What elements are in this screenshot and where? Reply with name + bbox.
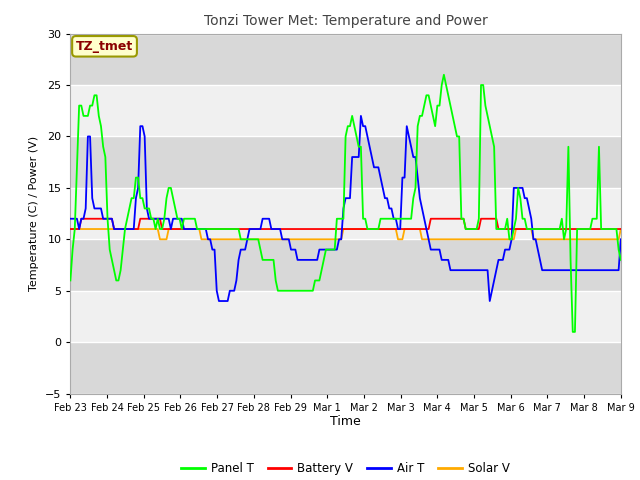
Bar xyxy=(70,136,621,188)
Bar xyxy=(70,291,621,342)
Bar xyxy=(70,240,621,291)
Y-axis label: Temperature (C) / Power (V): Temperature (C) / Power (V) xyxy=(29,136,40,291)
Bar xyxy=(70,34,621,85)
Bar xyxy=(70,342,621,394)
X-axis label: Time: Time xyxy=(330,415,361,429)
Title: Tonzi Tower Met: Temperature and Power: Tonzi Tower Met: Temperature and Power xyxy=(204,14,488,28)
Text: TZ_tmet: TZ_tmet xyxy=(76,40,133,53)
Bar xyxy=(70,85,621,136)
Bar xyxy=(70,188,621,240)
Legend: Panel T, Battery V, Air T, Solar V: Panel T, Battery V, Air T, Solar V xyxy=(177,457,515,480)
